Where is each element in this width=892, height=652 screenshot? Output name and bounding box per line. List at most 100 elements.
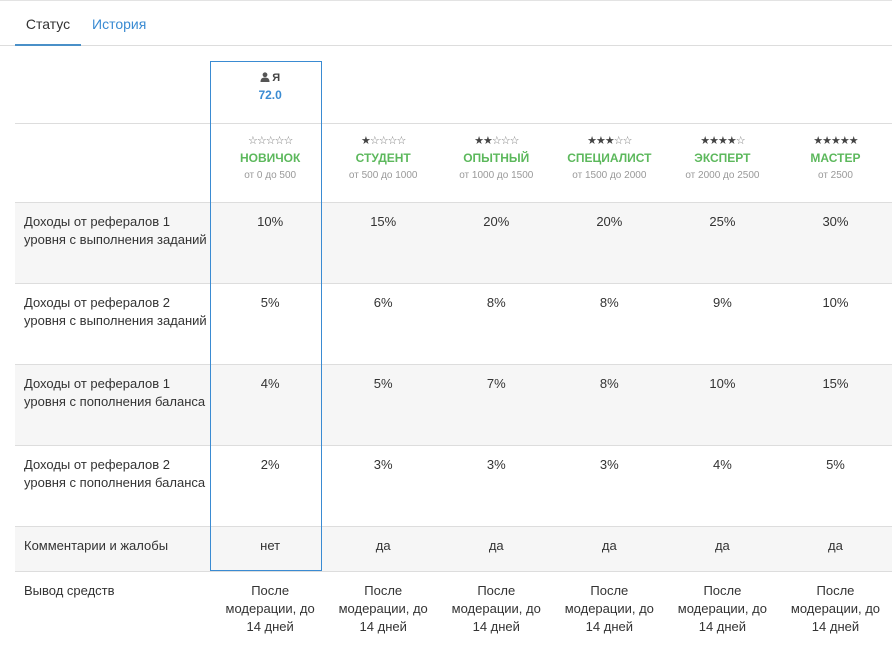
row-label: Вывод средств: [15, 572, 214, 652]
star-empty-icon: ☆: [266, 134, 275, 147]
star-filled-icon: ★: [700, 134, 709, 147]
table-cell: 10%: [214, 203, 327, 284]
table-cell: 6%: [327, 284, 440, 365]
level-range: от 2000 до 2500: [666, 170, 779, 182]
table-cell: да: [327, 527, 440, 572]
table-cell: 5%: [779, 446, 892, 527]
table-row: Доходы от рефералов 1 уровня с выполнени…: [15, 203, 892, 284]
table-cell: 4%: [666, 446, 779, 527]
level-header: ☆☆☆☆☆ НОВИЧОК от 0 до 500: [214, 124, 327, 203]
level-name: СПЕЦИАЛИСТ: [553, 151, 666, 165]
table-cell: 15%: [779, 365, 892, 446]
table-cell: 2%: [214, 446, 327, 527]
tab-status[interactable]: Статус: [15, 1, 81, 46]
tab-bar: Статус История: [0, 0, 892, 46]
table-cell: да: [553, 527, 666, 572]
table-row: Доходы от рефералов 1 уровня с пополнени…: [15, 365, 892, 446]
level-name: НОВИЧОК: [214, 151, 327, 165]
table-cell: 20%: [553, 203, 666, 284]
star-filled-icon: ★: [709, 134, 718, 147]
table-cell: 3%: [440, 446, 553, 527]
table-cell: 8%: [440, 284, 553, 365]
rating-stars-icon: ★☆☆☆☆: [327, 135, 440, 147]
table-row: Доходы от рефералов 2 уровня с пополнени…: [15, 446, 892, 527]
table-cell: да: [779, 527, 892, 572]
rating-stars-icon: ★★☆☆☆: [440, 135, 553, 147]
table-cell: 25%: [666, 203, 779, 284]
user-icon: [260, 72, 270, 82]
star-empty-icon: ☆: [257, 134, 266, 147]
table-cell: 8%: [553, 365, 666, 446]
level-name: СТУДЕНТ: [327, 151, 440, 165]
star-filled-icon: ★: [596, 134, 605, 147]
star-filled-icon: ★: [605, 134, 614, 147]
table-cell: После модерации, до 14 дней: [214, 572, 327, 652]
level-range: от 0 до 500: [214, 170, 327, 182]
empty-header-cell: [15, 61, 214, 124]
table-cell: 20%: [440, 203, 553, 284]
star-filled-icon: ★: [849, 134, 858, 147]
table-cell: да: [666, 527, 779, 572]
rating-stars-icon: ★★★★★: [779, 135, 892, 147]
current-user-row: Я 72.0: [15, 61, 892, 124]
tab-history[interactable]: История: [92, 1, 146, 46]
star-empty-icon: ☆: [379, 134, 388, 147]
star-empty-icon: ☆: [510, 134, 519, 147]
table-cell: 3%: [327, 446, 440, 527]
table-cell: После модерации, до 14 дней: [553, 572, 666, 652]
star-empty-icon: ☆: [397, 134, 406, 147]
star-empty-icon: ☆: [283, 134, 292, 147]
empty-level-cell: [15, 124, 214, 203]
level-range: от 1000 до 1500: [440, 170, 553, 182]
star-empty-icon: ☆: [623, 134, 632, 147]
table-cell: 10%: [666, 365, 779, 446]
star-filled-icon: ★: [587, 134, 596, 147]
rating-stars-icon: ☆☆☆☆☆: [214, 135, 327, 147]
table-cell: 5%: [214, 284, 327, 365]
level-range: от 2500: [779, 170, 892, 182]
table-cell: 7%: [440, 365, 553, 446]
rating-stars-icon: ★★★★☆: [666, 135, 779, 147]
table-cell: После модерации, до 14 дней: [666, 572, 779, 652]
table-cell: 8%: [553, 284, 666, 365]
table-cell: После модерации, до 14 дней: [327, 572, 440, 652]
star-filled-icon: ★: [727, 134, 736, 147]
star-filled-icon: ★: [474, 134, 483, 147]
star-filled-icon: ★: [718, 134, 727, 147]
current-user-score: 72.0: [214, 87, 327, 103]
star-filled-icon: ★: [361, 134, 370, 147]
rating-stars-icon: ★★★☆☆: [553, 135, 666, 147]
star-filled-icon: ★: [822, 134, 831, 147]
star-filled-icon: ★: [813, 134, 822, 147]
star-empty-icon: ☆: [614, 134, 623, 147]
star-empty-icon: ☆: [501, 134, 510, 147]
row-label: Доходы от рефералов 2 уровня с пополнени…: [15, 446, 214, 527]
row-label: Доходы от рефералов 1 уровня с выполнени…: [15, 203, 214, 284]
star-filled-icon: ★: [840, 134, 849, 147]
row-label: Доходы от рефералов 2 уровня с выполнени…: [15, 284, 214, 365]
star-empty-icon: ☆: [736, 134, 745, 147]
current-user-name: Я: [272, 72, 280, 84]
table-cell: 15%: [327, 203, 440, 284]
star-empty-icon: ☆: [370, 134, 379, 147]
star-empty-icon: ☆: [388, 134, 397, 147]
table-cell: 9%: [666, 284, 779, 365]
table-cell: 4%: [214, 365, 327, 446]
star-filled-icon: ★: [831, 134, 840, 147]
table-cell: да: [440, 527, 553, 572]
table-row: Доходы от рефералов 2 уровня с выполнени…: [15, 284, 892, 365]
star-empty-icon: ☆: [492, 134, 501, 147]
level-range: от 500 до 1000: [327, 170, 440, 182]
table-cell: 10%: [779, 284, 892, 365]
table-cell: 30%: [779, 203, 892, 284]
level-range: от 1500 до 2000: [553, 170, 666, 182]
